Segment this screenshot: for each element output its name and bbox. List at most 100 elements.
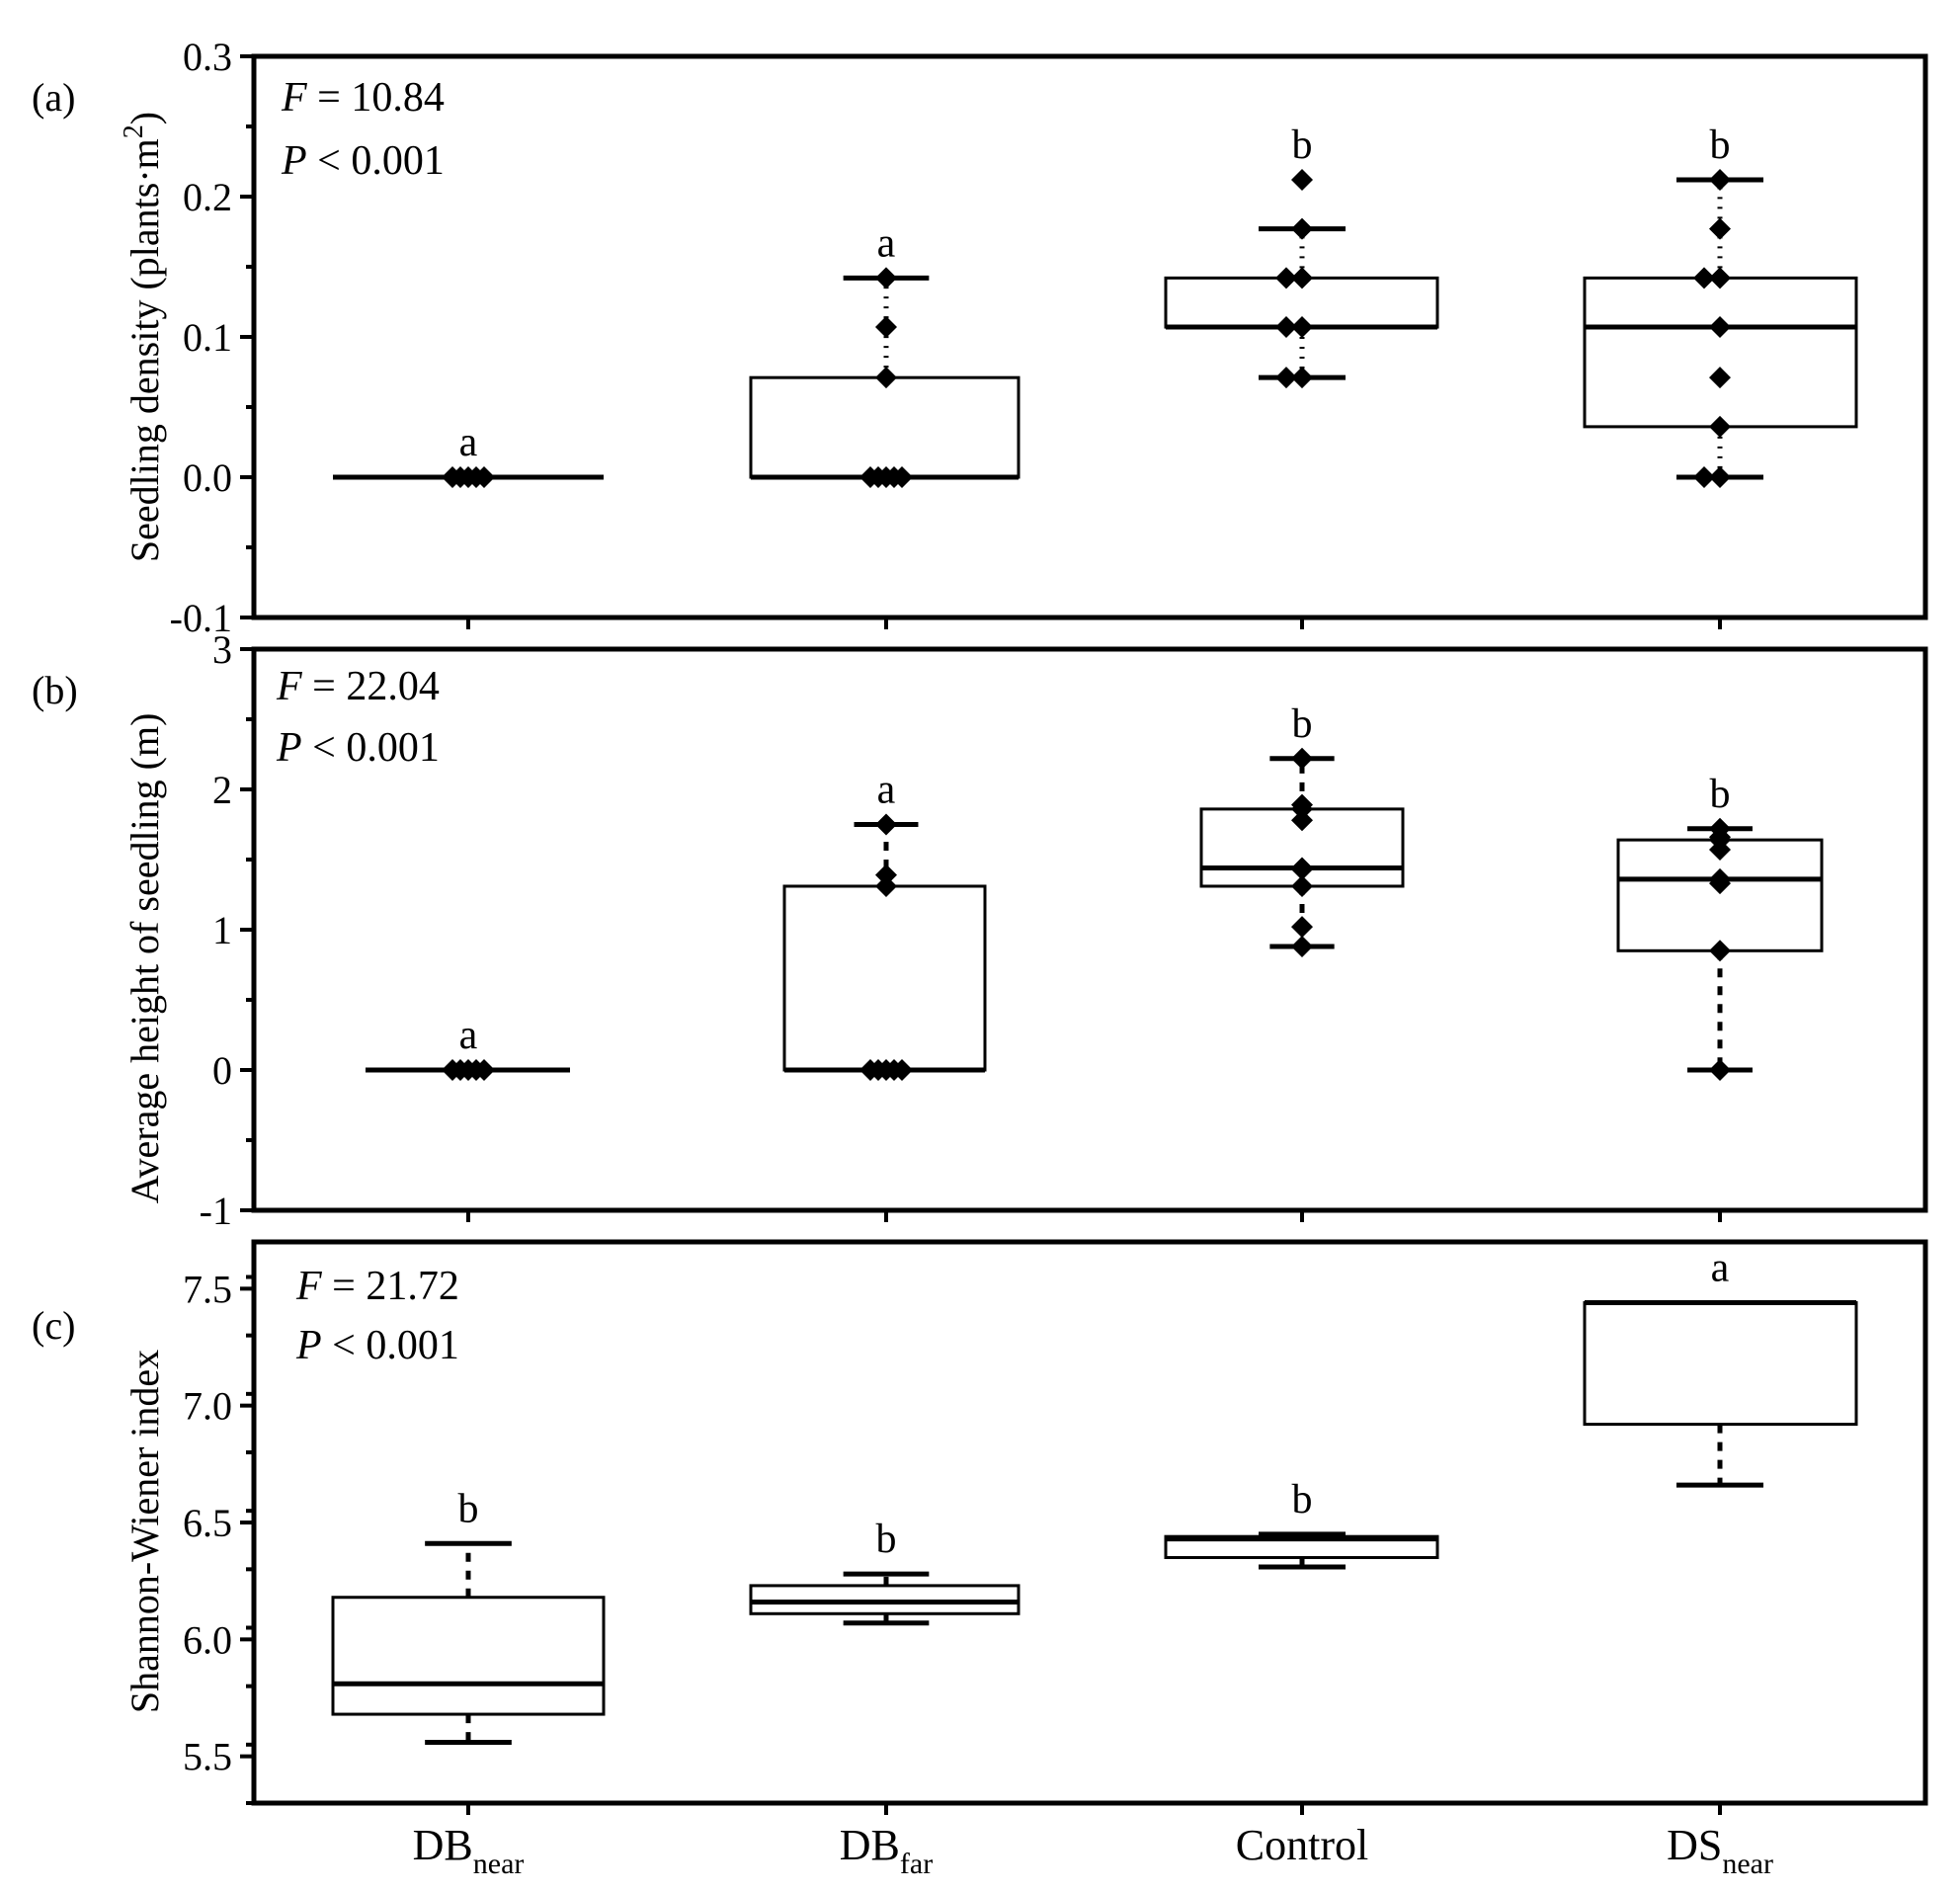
panel-a-ytick-label-0: -0.1 — [170, 596, 232, 640]
panel-a-dsnear-point-8 — [1709, 168, 1731, 191]
panel-b-ytick-label-3: 2 — [212, 768, 232, 812]
panel-b-y-axis: -1 0 1 2 3 — [200, 627, 1722, 1233]
panel-c-dbnear-box — [331, 1596, 606, 1716]
panel-a-control-point-5 — [1275, 267, 1297, 289]
panel-b-ytick-label-1: 0 — [212, 1048, 232, 1093]
panel-b-dbfar-point-4 — [883, 1059, 905, 1081]
panel-c-label: (c) — [32, 1303, 75, 1348]
panel-c-ytick-label-2: 6.5 — [183, 1501, 232, 1545]
panel-a-dbfar-point-5 — [875, 367, 897, 389]
panel-b-control-point-8 — [1291, 747, 1313, 770]
panel-a-dsnear-point-7 — [1709, 217, 1731, 240]
panel-b-control-point-1 — [1291, 916, 1313, 939]
panel-b-dsnear-sig-letter: b — [1710, 772, 1731, 817]
panel-c-dbnear-sig-letter: b — [458, 1486, 479, 1531]
panel-b-label: (b) — [32, 668, 78, 712]
panel-a: (a) F = 10.84 P < 0.001 Seedling density… — [32, 35, 1928, 640]
panel-b-dbfar-point-5 — [875, 874, 897, 897]
panel-a-y-axis: -0.1 0.0 0.1 0.2 0.3 — [170, 35, 1722, 640]
panel-a-dsnear-sig-letter: b — [1710, 123, 1731, 168]
panel-a-p-stat: P < 0.001 — [281, 138, 445, 184]
panel-a-dbnear-point-4 — [465, 466, 487, 488]
panel-c: (c) F = 21.72 P < 0.001 Shannon-Wiener i… — [32, 1239, 1928, 1815]
panel-a-ytick-label-3: 0.2 — [183, 175, 232, 219]
x-label-control: Control — [1236, 1821, 1368, 1869]
panel-c-y-axis: 5.5 6.0 6.5 7.0 7.5 — [183, 1267, 1722, 1815]
panel-c-ytick-label-3: 7.0 — [183, 1384, 232, 1429]
panel-a-dsnear-point-3 — [1709, 367, 1731, 389]
panel-c-plot-area: b b b a — [331, 1246, 1858, 1745]
panel-a-control-point-3 — [1275, 316, 1297, 339]
panel-b-control-point-5 — [1291, 809, 1313, 832]
panel-b-dbfar-point-6 — [875, 864, 897, 886]
panel-a-dbfar-box — [749, 375, 1021, 479]
panel-a-dbfar-sig-letter: a — [877, 220, 896, 266]
panel-c-f-stat: F = 21.72 — [295, 1264, 459, 1309]
panel-a-dsnear-point-6 — [1693, 267, 1715, 289]
panel-a-dsnear-point-0 — [1709, 466, 1731, 488]
panel-b: (b) F = 22.04 P < 0.001 Average height o… — [32, 627, 1928, 1233]
panel-a-dbnear-sig-letter: a — [459, 420, 478, 465]
x-label-dbnear: DBnear — [413, 1821, 525, 1880]
x-label-dsnear: DSnear — [1667, 1821, 1773, 1880]
panel-a-control-point-2 — [1291, 316, 1313, 339]
panel-c-dsnear-sig-letter: a — [1711, 1246, 1730, 1291]
panel-b-dbnear-sig-letter: a — [459, 1013, 478, 1058]
panel-b-dbfar-point-7 — [875, 813, 897, 836]
panel-b-dsnear-point-7 — [1709, 817, 1731, 840]
panel-c-control-sig-letter: b — [1292, 1477, 1313, 1523]
panel-a-ylabel: Seedling density (plants·m2) — [119, 112, 167, 562]
panel-a-label: (a) — [32, 75, 75, 120]
panel-a-dbfar-point-3 — [867, 466, 889, 488]
panel-a-ytick-label-4: 0.3 — [183, 35, 232, 79]
panel-a-dbnear-point-3 — [449, 466, 471, 488]
panel-a-dbfar-point-4 — [883, 466, 905, 488]
panel-b-dsnear-point-0 — [1709, 1059, 1731, 1081]
panel-c-ytick-label-0: 5.5 — [183, 1735, 232, 1779]
panel-b-ytick-label-2: 1 — [212, 908, 232, 952]
panel-b-dbfar-point-3 — [867, 1059, 889, 1081]
panel-a-dsnear-point-2 — [1709, 415, 1731, 438]
panel-b-ytick-label-0: -1 — [200, 1189, 232, 1233]
panel-b-control-point-2 — [1291, 874, 1313, 897]
panel-a-control-point-7 — [1291, 168, 1313, 191]
panel-a-dbfar-point-7 — [875, 267, 897, 289]
x-axis-labels: DBnear DBfar Control DSnear — [413, 1821, 1773, 1880]
panel-a-dsnear-point-1 — [1693, 466, 1715, 488]
panel-b-ylabel: Average height of seedling (m) — [122, 713, 167, 1204]
panel-c-dsnear-box — [1583, 1301, 1858, 1427]
panel-b-ytick-label-4: 3 — [212, 627, 232, 672]
panel-b-control-point-0 — [1291, 936, 1313, 958]
panel-a-dbfar-point-6 — [875, 316, 897, 339]
panel-a-dsnear-box — [1583, 276, 1858, 429]
panel-b-p-stat: P < 0.001 — [276, 725, 440, 771]
panel-b-dsnear-point-3 — [1709, 867, 1731, 890]
panel-a-control-point-1 — [1275, 367, 1297, 389]
panel-b-dbfar-box — [782, 884, 987, 1072]
panel-b-dbnear-point-4 — [465, 1059, 487, 1081]
panel-a-f-stat: F = 10.84 — [281, 75, 445, 121]
panel-c-ylabel: Shannon-Wiener index — [122, 1350, 167, 1713]
panel-b-f-stat: F = 22.04 — [276, 664, 440, 709]
panel-c-ytick-label-1: 6.0 — [183, 1617, 232, 1662]
panel-a-dsnear-point-5 — [1709, 267, 1731, 289]
panel-a-ytick-label-2: 0.1 — [183, 315, 232, 360]
panel-c-p-stat: P < 0.001 — [295, 1323, 459, 1368]
panel-a-control-point-4 — [1291, 267, 1313, 289]
panel-b-control-point-7 — [1291, 793, 1313, 816]
panel-a-control-point-6 — [1291, 217, 1313, 240]
panel-b-control-point-4 — [1291, 857, 1313, 879]
panel-b-plot-area: a a b b — [366, 701, 1824, 1081]
panel-a-ytick-label-1: 0.0 — [183, 455, 232, 500]
panel-c-ytick-label-4: 7.5 — [183, 1267, 232, 1311]
panel-a-dsnear-point-4 — [1709, 316, 1731, 339]
panel-b-dbfar-sig-letter: a — [877, 768, 896, 813]
x-label-dbfar: DBfar — [840, 1821, 933, 1880]
panel-c-dbfar-sig-letter: b — [876, 1517, 897, 1562]
panel-a-control-point-0 — [1291, 367, 1313, 389]
panel-b-dbnear-point-3 — [449, 1059, 471, 1081]
panel-b-dsnear-point-1 — [1709, 940, 1731, 962]
panel-a-plot-area: a a b b — [333, 123, 1858, 488]
panel-a-control-sig-letter: b — [1292, 123, 1313, 168]
